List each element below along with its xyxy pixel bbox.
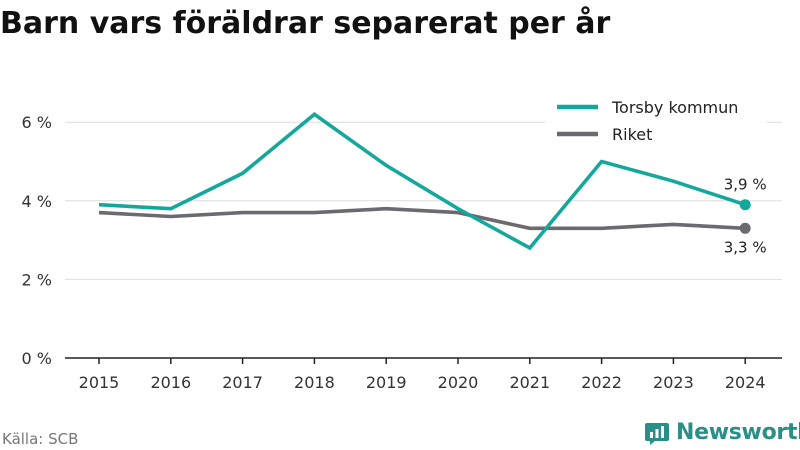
x-tick-label: 2018 xyxy=(294,373,335,392)
y-tick-label: 6 % xyxy=(22,113,52,132)
x-tick-label: 2022 xyxy=(581,373,622,392)
legend: Torsby kommun Riket xyxy=(545,94,767,154)
end-point-marker xyxy=(739,199,751,211)
end-value-label: 3,3 % xyxy=(724,238,767,256)
x-tick-label: 2019 xyxy=(366,373,407,392)
series-line-riket xyxy=(98,206,746,231)
newsworthy-logo-icon xyxy=(645,423,669,445)
x-tick-label: 2020 xyxy=(438,373,479,392)
x-tick-label: 2017 xyxy=(222,373,263,392)
y-tick-label: 0 % xyxy=(22,349,52,368)
legend-label: Torsby kommun xyxy=(611,98,738,117)
data-labels: 3,9 % 3,3 % xyxy=(724,176,767,257)
y-tick-label: 2 % xyxy=(22,270,52,289)
axes: 0 % 2 % 4 % 6 % 2015 2016 2017 2018 2019 2020 2021… xyxy=(22,113,782,392)
legend-label: Riket xyxy=(612,125,652,144)
x-tick-label: 2015 xyxy=(79,373,120,392)
source-note: Källa: SCB xyxy=(2,430,79,448)
series-lines xyxy=(98,112,751,251)
x-tick-label: 2023 xyxy=(653,373,694,392)
brand-logo: Newsworthy xyxy=(644,419,800,447)
x-tick-label: 2016 xyxy=(150,373,191,392)
legend-box xyxy=(545,94,767,154)
x-tick-label: 2021 xyxy=(509,373,550,392)
y-tick-label: 4 % xyxy=(22,192,52,211)
brand-name: Newsworthy xyxy=(676,420,800,445)
end-value-label: 3,9 % xyxy=(724,176,767,194)
chart-title: Barn vars föräldrar separerat per år xyxy=(0,6,611,41)
x-tick-label: 2024 xyxy=(725,373,766,392)
series-line-torsby-kommun xyxy=(98,112,746,251)
end-point-marker xyxy=(739,222,751,234)
